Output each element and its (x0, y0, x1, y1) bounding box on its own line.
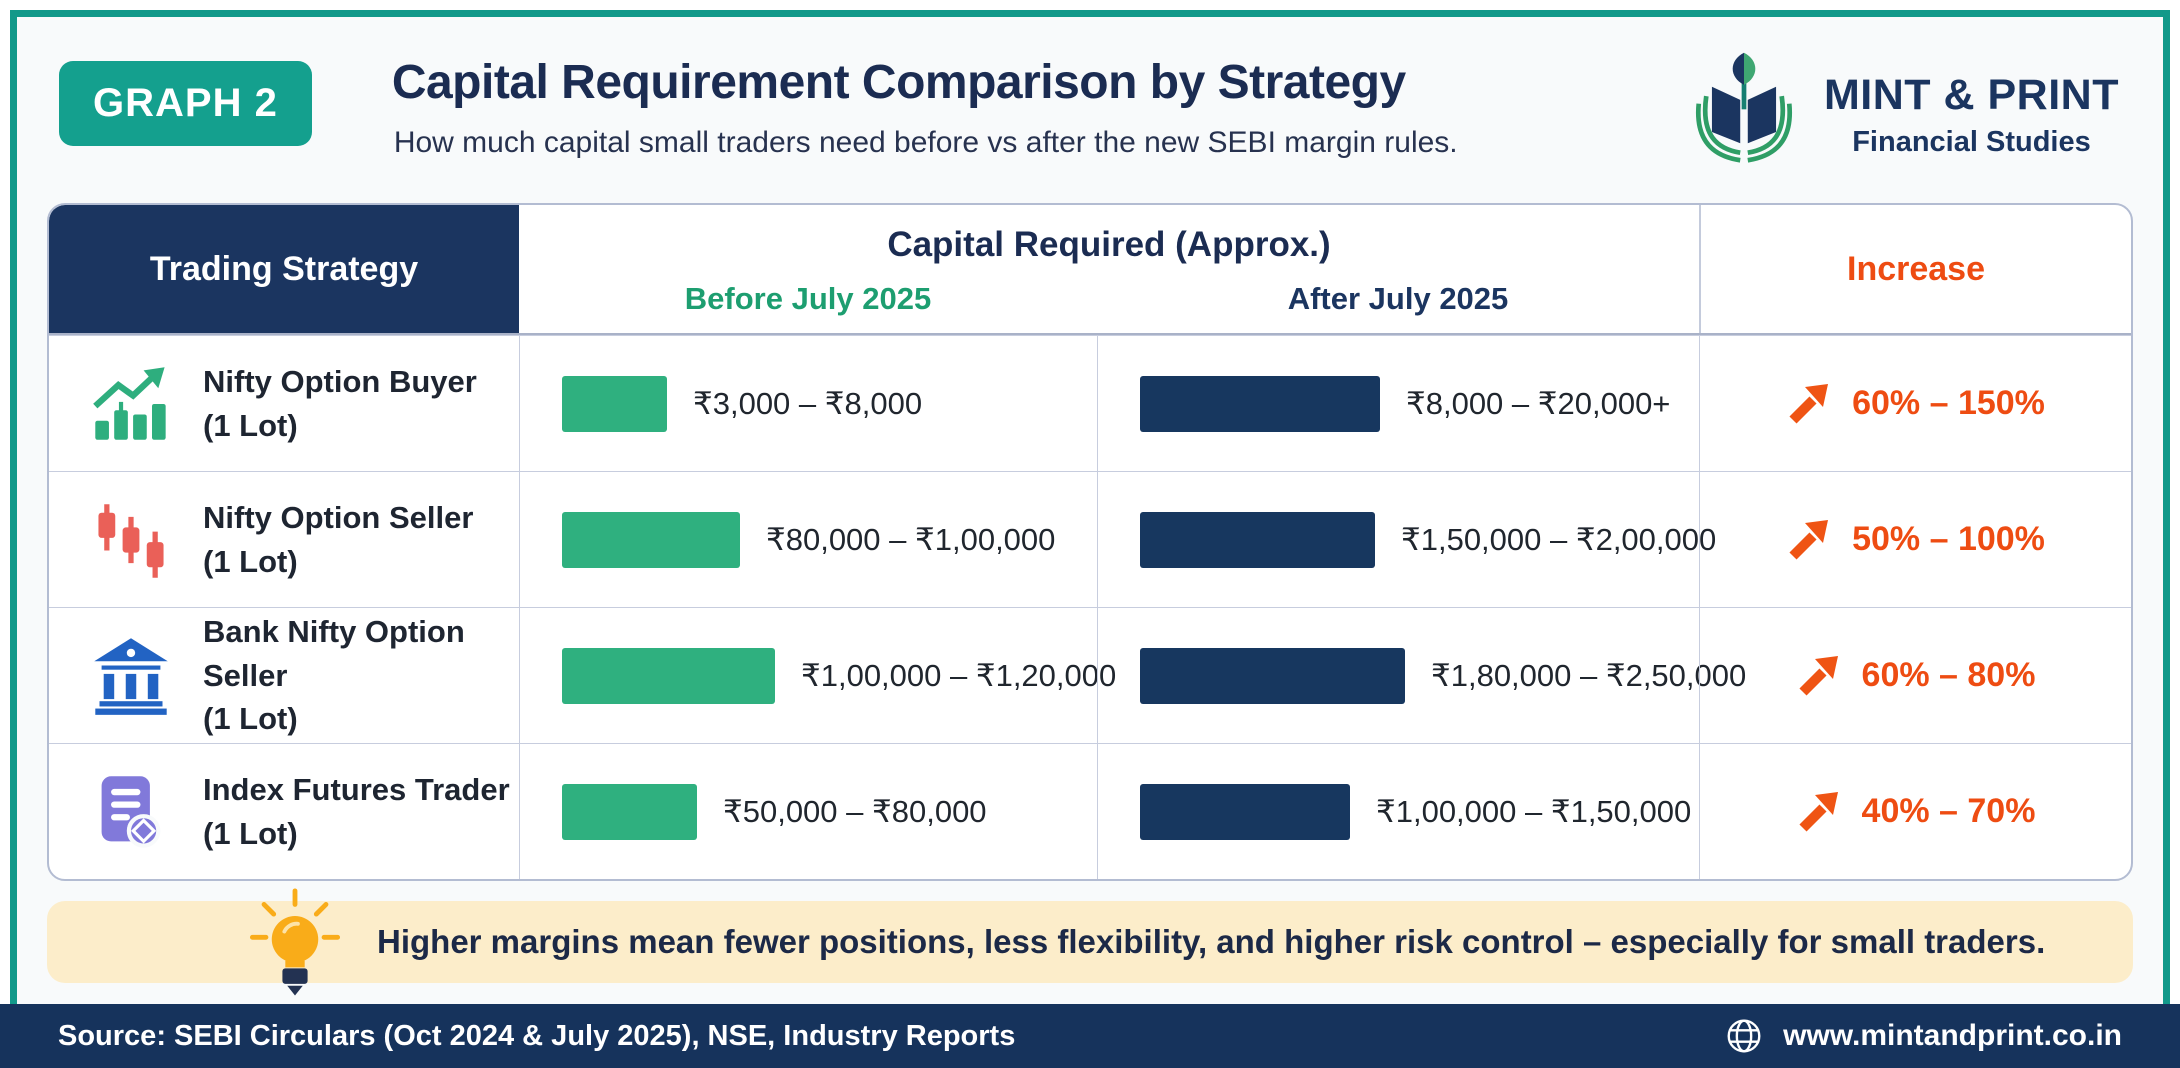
after-cell: ₹8,000 – ₹20,000+ (1097, 336, 1699, 471)
website-url: www.mintandprint.co.in (1783, 1019, 2122, 1052)
strategy-name: Bank Nifty Option Seller (1 Lot) (203, 610, 519, 740)
before-cell: ₹50,000 – ₹80,000 (519, 744, 1097, 879)
strategy-cell: Nifty Option Seller (1 Lot) (49, 472, 519, 607)
before-bar (562, 375, 667, 432)
brand-logo: MINT & PRINT Financial Studies (1678, 49, 2119, 181)
after-bar (1140, 375, 1380, 432)
increase-cell: 60% – 150% (1699, 336, 2131, 471)
lightbulb-icon (249, 888, 341, 996)
before-cell: ₹3,000 – ₹8,000 (519, 336, 1097, 471)
increase-arrow-icon (1799, 791, 1838, 832)
increase-arrow-icon (1789, 519, 1829, 560)
strategy-name: Nifty Option Buyer (1 Lot) (203, 360, 477, 447)
globe-icon (1727, 1019, 1761, 1053)
after-bar (1140, 783, 1350, 840)
increase-arrow-icon (1799, 655, 1838, 696)
table-row: Nifty Option Seller (1 Lot) ₹80,000 – ₹1… (49, 471, 2131, 607)
after-value: ₹8,000 – ₹20,000+ (1406, 385, 1671, 421)
brand-text: MINT & PRINT Financial Studies (1824, 71, 2119, 159)
source-text: Source: SEBI Circulars (Oct 2024 & July … (58, 1019, 1016, 1052)
after-cell: ₹1,00,000 – ₹1,50,000 (1097, 744, 1699, 879)
page-subtitle: How much capital small traders need befo… (393, 125, 1458, 159)
strategy-cell: Nifty Option Buyer (1 Lot) (49, 336, 519, 471)
increase-value: 50% – 100% (1852, 520, 2045, 558)
website-block: www.mintandprint.co.in (1723, 1015, 2122, 1057)
strategy-lot: (1 Lot) (203, 815, 298, 851)
after-value: ₹1,80,000 – ₹2,50,000 (1431, 657, 1747, 693)
header: GRAPH 2 Capital Requirement Comparison b… (17, 17, 2163, 181)
strategy-name: Nifty Option Seller (1 Lot) (203, 496, 473, 583)
bank-icon (94, 637, 168, 715)
header-increase: Increase (1699, 205, 2131, 333)
increase-value: 60% – 80% (1861, 656, 2036, 694)
table-row: Index Futures Trader (1 Lot) ₹50,000 – ₹… (49, 743, 2131, 879)
header-capital-label: Capital Required (Approx.) (887, 225, 1331, 264)
strategy-lot: (1 Lot) (203, 701, 298, 737)
after-cell: ₹1,80,000 – ₹2,50,000 (1097, 608, 1746, 743)
before-cell: ₹80,000 – ₹1,00,000 (519, 472, 1097, 607)
header-after-july: After July 2025 (1287, 281, 1509, 316)
graph-badge: GRAPH 2 (59, 61, 312, 146)
increase-value: 40% – 70% (1861, 792, 2036, 830)
after-bar (1140, 511, 1375, 568)
strategy-title: Bank Nifty Option Seller (203, 614, 465, 693)
strategy-title: Nifty Option Buyer (203, 364, 477, 400)
before-bar (562, 783, 697, 840)
after-bar (1140, 647, 1405, 704)
after-value: ₹1,50,000 – ₹2,00,000 (1401, 521, 1717, 557)
header-trading-strategy: Trading Strategy (49, 205, 519, 333)
strategy-lot: (1 Lot) (203, 543, 298, 579)
table-row: Nifty Option Buyer (1 Lot) ₹3,000 – ₹8,0… (49, 335, 2131, 471)
after-cell: ₹1,50,000 – ₹2,00,000 (1097, 472, 1716, 607)
strategy-cell: Bank Nifty Option Seller (1 Lot) (49, 608, 519, 743)
trend-up-icon (93, 366, 166, 440)
header-subcolumns: Before July 2025 After July 2025 (519, 281, 1699, 317)
brand-name: MINT & PRINT (1823, 71, 2119, 119)
book-sprout-logo-icon (1695, 52, 1792, 163)
strategy-title: Index Futures Trader (203, 772, 510, 808)
increase-cell: 60% – 80% (1699, 608, 2131, 743)
table-row: Bank Nifty Option Seller (1 Lot) ₹1,00,0… (49, 607, 2131, 743)
strategy-name: Index Futures Trader (1 Lot) (203, 768, 510, 855)
before-bar (562, 511, 740, 568)
futures-document-icon (101, 775, 161, 848)
footer: Source: SEBI Circulars (Oct 2024 & July … (0, 1004, 2180, 1068)
increase-cell: 50% – 100% (1699, 472, 2131, 607)
before-value: ₹80,000 – ₹1,00,000 (766, 521, 1056, 557)
page-title: Capital Requirement Comparison by Strate… (391, 56, 1406, 109)
before-cell: ₹1,00,000 – ₹1,20,000 (519, 608, 1116, 743)
strategy-title: Nifty Option Seller (203, 500, 474, 536)
candlestick-down-icon (98, 503, 164, 578)
note-text: Higher margins mean fewer positions, les… (377, 923, 2046, 960)
header-capital-required: Capital Required (Approx.) Before July 2… (519, 205, 1699, 333)
comparison-table: Trading Strategy Capital Required (Appro… (47, 203, 2133, 881)
before-value: ₹50,000 – ₹80,000 (723, 793, 987, 829)
after-value: ₹1,00,000 – ₹1,50,000 (1376, 793, 1692, 829)
table-header-row: Trading Strategy Capital Required (Appro… (49, 205, 2131, 335)
increase-value: 60% – 150% (1852, 384, 2045, 422)
header-before-july: Before July 2025 (684, 281, 932, 316)
brand-tagline: Financial Studies (1852, 126, 2091, 158)
before-value: ₹1,00,000 – ₹1,20,000 (801, 657, 1117, 693)
increase-arrow-icon (1789, 383, 1829, 424)
outer-frame: GRAPH 2 Capital Requirement Comparison b… (10, 10, 2170, 1004)
strategy-lot: (1 Lot) (203, 407, 298, 443)
before-bar (562, 647, 775, 704)
key-takeaway-note: Higher margins mean fewer positions, les… (47, 888, 2133, 996)
before-value: ₹3,000 – ₹8,000 (693, 385, 923, 421)
title-block: Capital Requirement Comparison by Strate… (392, 55, 1678, 160)
increase-cell: 40% – 70% (1699, 744, 2131, 879)
strategy-cell: Index Futures Trader (1 Lot) (49, 744, 519, 879)
